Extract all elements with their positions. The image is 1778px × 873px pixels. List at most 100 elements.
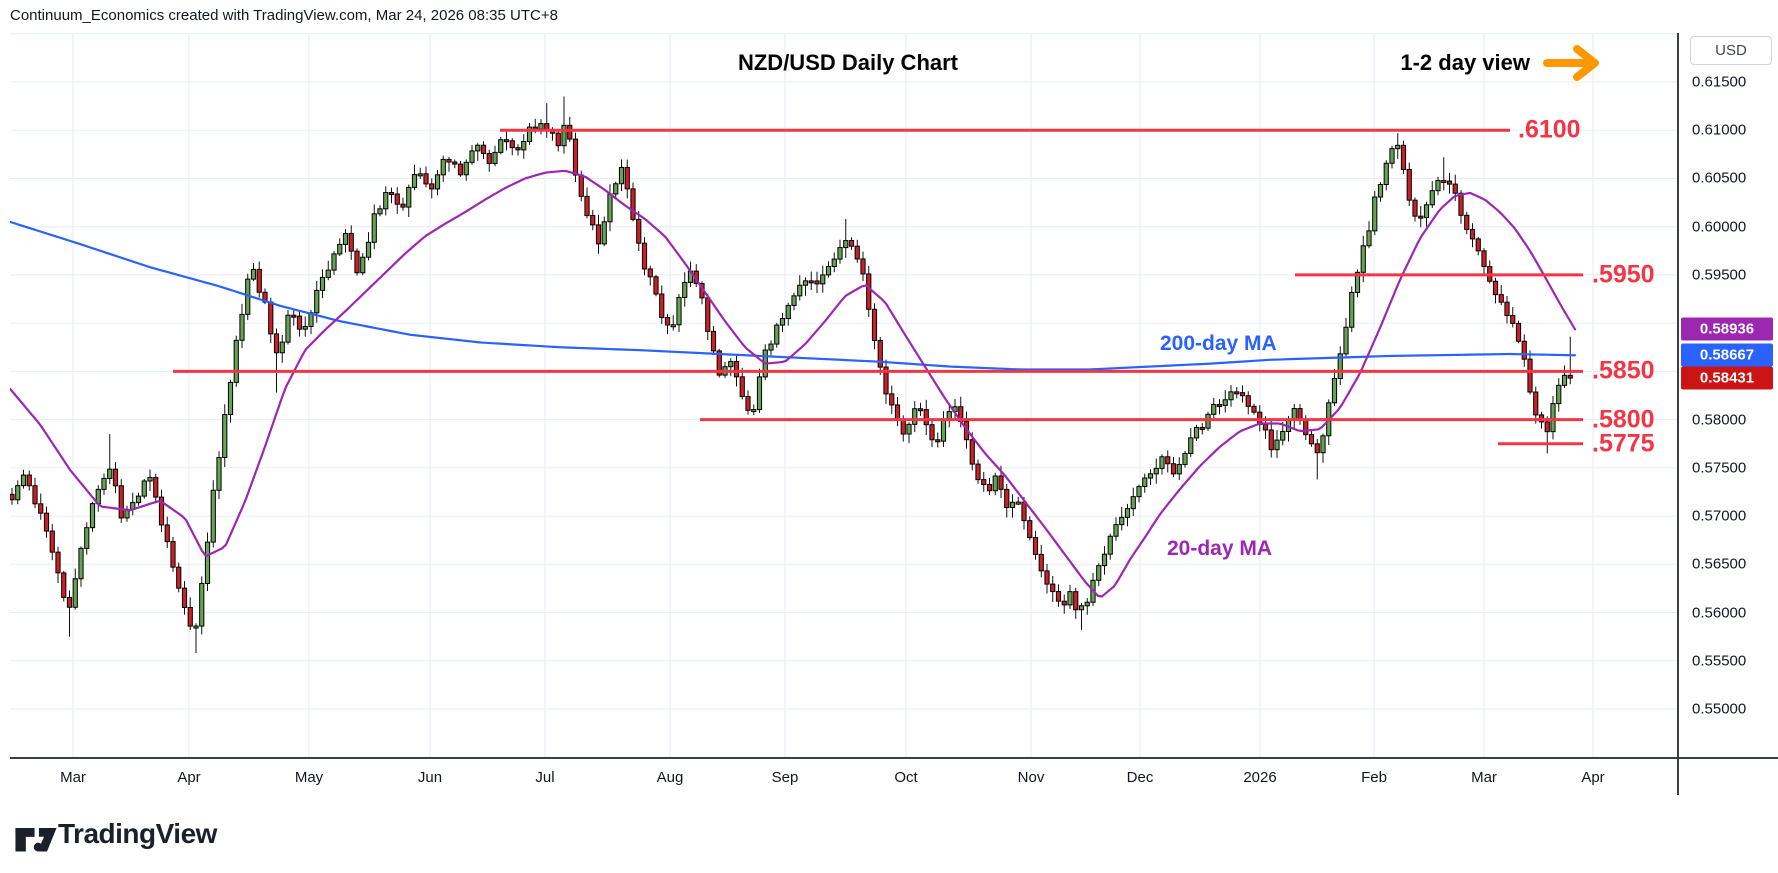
candle-body (486, 153, 492, 164)
candle-body (89, 503, 96, 529)
candle-body (538, 123, 544, 130)
price-tick-label: 0.60500 (1692, 169, 1747, 187)
candle-body (998, 475, 1004, 490)
price-tick-label: 0.56500 (1692, 555, 1747, 573)
time-tick-label: Sep (771, 769, 799, 786)
candle-body (1418, 215, 1424, 219)
candle-body (1446, 180, 1453, 185)
candle-body (273, 333, 280, 354)
ma200-line[interactable] (10, 220, 1577, 371)
candle-body (894, 404, 901, 421)
candle-body (10, 493, 15, 501)
candle-body (176, 566, 182, 589)
time-tick-label: Dec (1126, 769, 1154, 786)
candle-body (1360, 245, 1366, 273)
candle-body (1032, 537, 1039, 555)
candle-body (1372, 196, 1378, 232)
time-tick-label: Oct (894, 769, 918, 786)
candle-body (785, 304, 791, 320)
candle-body (1527, 358, 1533, 393)
candle-body (728, 361, 734, 368)
candle-body (383, 192, 389, 210)
candle-body (1435, 179, 1441, 192)
tradingview-brand-text[interactable]: TradingView (58, 818, 217, 849)
candle-body (883, 366, 889, 395)
level-label-5775: .5775 (1592, 429, 1655, 458)
candle-body (854, 245, 860, 260)
candle-body (222, 414, 228, 458)
candle-body (871, 308, 878, 341)
candle-body (912, 408, 918, 425)
price-axis-currency-box[interactable]: USD (1690, 36, 1772, 65)
candle-body (49, 530, 55, 553)
candle-body (1084, 601, 1090, 607)
candle-body (808, 280, 814, 284)
candle-body (1561, 374, 1568, 386)
candle-body (457, 163, 464, 176)
candle-body (641, 242, 648, 270)
candle-body (429, 183, 435, 190)
candle-body (400, 203, 406, 208)
candle-body (751, 409, 757, 413)
candle-body (250, 268, 257, 280)
candle-body (1412, 199, 1418, 217)
candle-body (1147, 473, 1154, 479)
price-tick-label: 0.60000 (1692, 218, 1747, 236)
candle-body (733, 361, 740, 378)
candle-body (636, 218, 642, 244)
candle-body (279, 341, 285, 354)
candle-body (1044, 570, 1050, 585)
candle-body (480, 144, 487, 155)
candle-body (239, 313, 245, 341)
candle-body (377, 208, 383, 215)
candle-body (590, 215, 596, 226)
candle-body (1383, 162, 1389, 185)
ma200-value-badge: 0.58667 (1681, 343, 1773, 367)
candle-body (900, 419, 906, 435)
candle-body (1234, 391, 1240, 395)
candle-body (653, 276, 659, 295)
tradingview-logo-icon[interactable] (14, 816, 58, 862)
candle-body (1101, 553, 1108, 567)
candle-body (463, 161, 469, 176)
candle-body (601, 221, 607, 245)
candle-body (572, 138, 579, 176)
candle-body (1567, 374, 1573, 379)
candle-body (342, 232, 349, 245)
attribution-text: Continuum_Economics created with Trading… (10, 7, 558, 24)
candle-body (1349, 291, 1355, 328)
candle-body (1038, 553, 1044, 572)
page-title: NZD/USD Daily Chart (737, 50, 959, 75)
candle-body (526, 126, 533, 143)
candle-body (1262, 424, 1269, 431)
candle-body (917, 408, 924, 412)
candle-body (1354, 271, 1361, 293)
candle-body (940, 419, 947, 442)
price-tick-label: 0.57500 (1692, 459, 1747, 477)
candle-body (1159, 456, 1165, 469)
candle-body (319, 276, 326, 291)
candle-body (797, 284, 803, 297)
candle-body (256, 268, 262, 293)
candle-body (1274, 439, 1280, 451)
candle-body (555, 132, 561, 147)
candle-body (561, 124, 567, 147)
time-tick-label: 2026 (1243, 769, 1277, 786)
candle-body (1228, 391, 1234, 401)
candle-body (55, 551, 61, 574)
ma20-line[interactable] (10, 169, 1577, 598)
candle-body (1469, 229, 1476, 240)
candle-body (1314, 443, 1320, 454)
level-label-5800: .5800 (1592, 405, 1655, 434)
series-layer (10, 96, 1577, 654)
candle-body (929, 424, 935, 441)
candle-body (1027, 520, 1033, 539)
candle-body (521, 141, 527, 151)
candle-body (503, 139, 510, 143)
candle-body (1245, 395, 1251, 407)
candle-body (1222, 399, 1228, 406)
candle-body (1550, 403, 1556, 433)
candle-body (394, 193, 400, 205)
candle-body (1291, 408, 1297, 420)
